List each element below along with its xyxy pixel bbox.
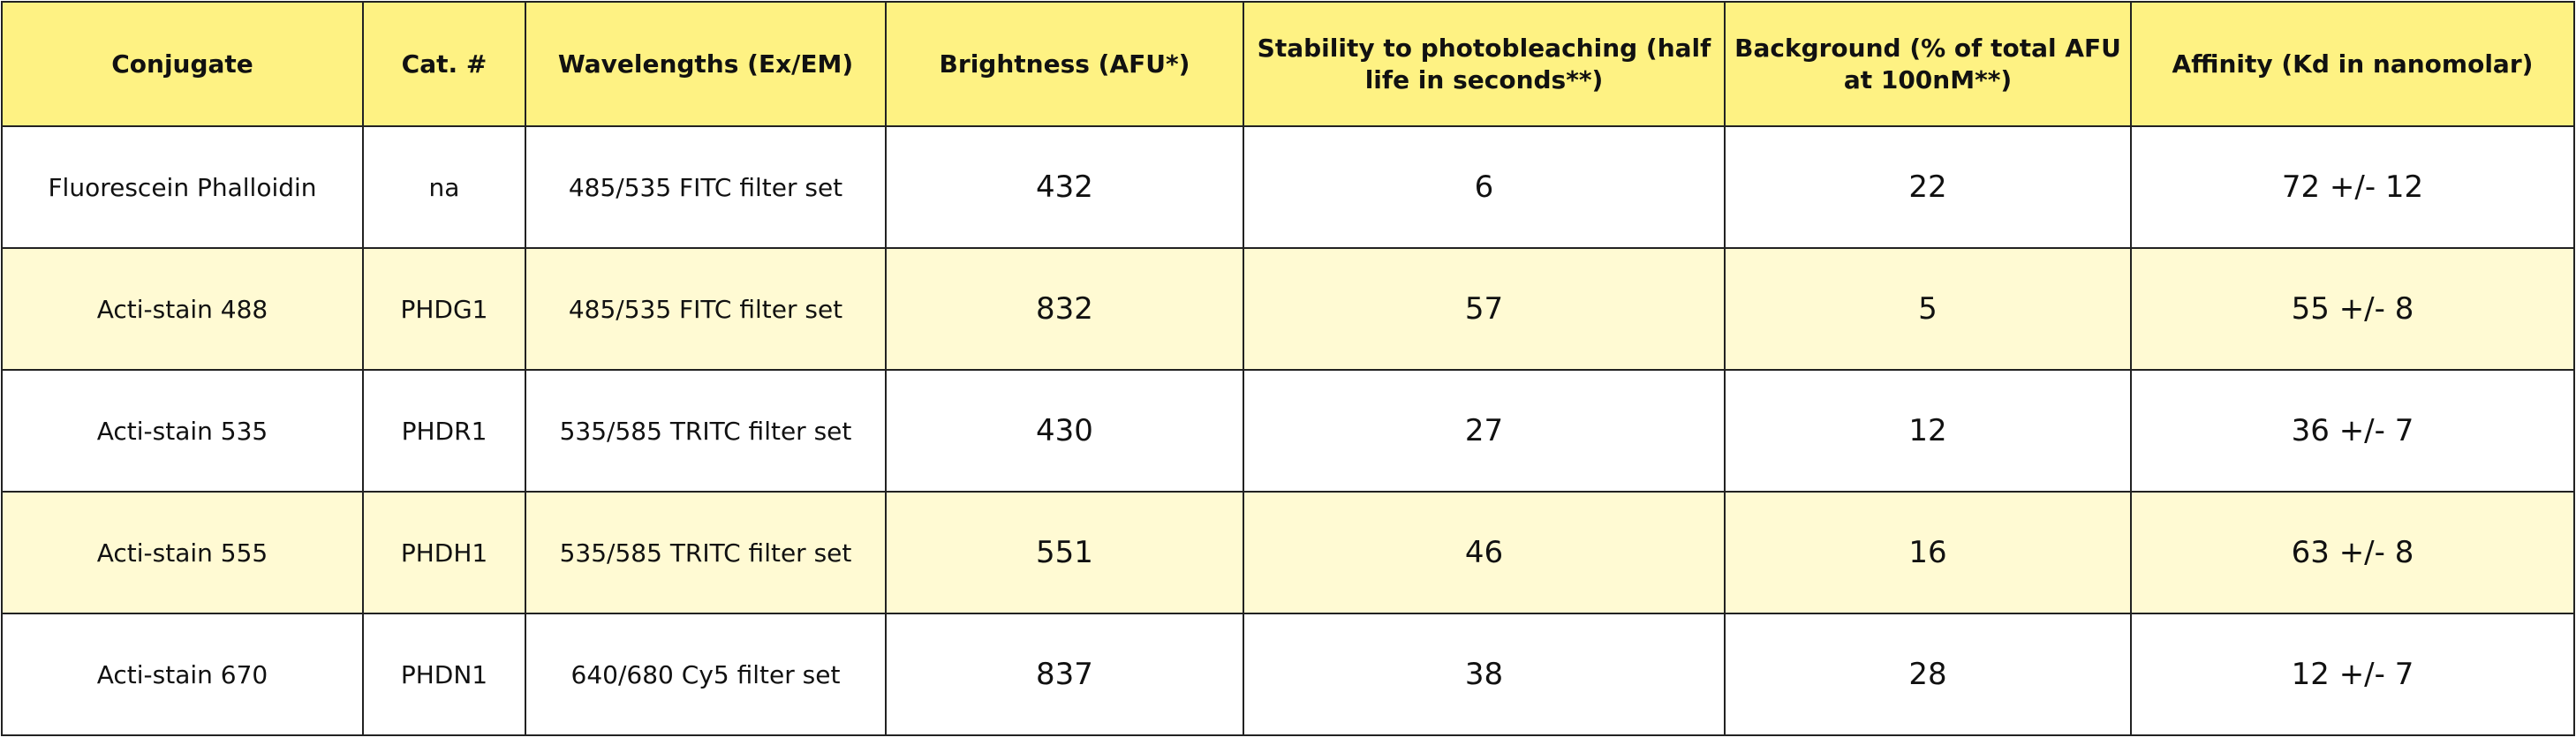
table-cell: 57 — [1243, 247, 1726, 371]
table-cell: 535/585 TRITC filter set — [525, 369, 887, 493]
table-cell: PHDH1 — [362, 491, 526, 614]
table-cell: 63 +/- 8 — [2130, 491, 2575, 614]
table-cell: 36 +/- 7 — [2130, 369, 2575, 493]
table-cell: Acti-stain 670 — [1, 613, 364, 736]
table-cell: 485/535 FITC filter set — [525, 125, 887, 249]
header-cell: Brightness (AFU*) — [885, 1, 1244, 127]
header-cell: Background (% of total AFU at 100nM**) — [1724, 1, 2132, 127]
table-cell: 432 — [885, 125, 1244, 249]
table-cell: 837 — [885, 613, 1244, 736]
header-cell: Cat. # — [362, 1, 526, 127]
table-row: Acti-stain 488 PHDG1 485/535 FITC filter s… — [1, 247, 2575, 371]
table-cell: Acti-stain 555 — [1, 491, 364, 614]
table-cell: Acti-stain 488 — [1, 247, 364, 371]
table-cell: PHDR1 — [362, 369, 526, 493]
table-cell: Fluorescein Phalloidin — [1, 125, 364, 249]
table-cell: 551 — [885, 491, 1244, 614]
table-cell: 6 — [1243, 125, 1726, 249]
table-row: Acti-stain 555 PHDH1 535/585 TRITC filter … — [1, 491, 2575, 614]
table-body: Fluorescein Phalloidin na 485/535 FITC fil… — [1, 125, 2575, 736]
table-cell: 5 — [1724, 247, 2132, 371]
table-cell: 27 — [1243, 369, 1726, 493]
table-row: Fluorescein Phalloidin na 485/535 FITC fil… — [1, 125, 2575, 249]
table-cell: 832 — [885, 247, 1244, 371]
table-row: Acti-stain 535 PHDR1 535/585 TRITC filter … — [1, 369, 2575, 493]
table-cell: 485/535 FITC filter set — [525, 247, 887, 371]
table-cell: 12 +/- 7 — [2130, 613, 2575, 736]
table-cell: 535/585 TRITC filter set — [525, 491, 887, 614]
table-cell: 16 — [1724, 491, 2132, 614]
header-cell: Affinity (Kd in nanomolar) — [2130, 1, 2575, 127]
table-row: Acti-stain 670 PHDN1 640/680 Cy5 filter se… — [1, 613, 2575, 736]
table-cell: 430 — [885, 369, 1244, 493]
table-cell: 46 — [1243, 491, 1726, 614]
table-cell: 22 — [1724, 125, 2132, 249]
table-cell: 28 — [1724, 613, 2132, 736]
header-cell: Conjugate — [1, 1, 364, 127]
header-cell: Wavelengths (Ex/EM) — [525, 1, 887, 127]
table-cell: 640/680 Cy5 filter set — [525, 613, 887, 736]
table-cell: Acti-stain 535 — [1, 369, 364, 493]
header-cell: Stability to photobleaching (half life i… — [1243, 1, 1726, 127]
table-cell: 72 +/- 12 — [2130, 125, 2575, 249]
table-cell: 38 — [1243, 613, 1726, 736]
header-row: Conjugate Cat. # Wavelengths (Ex/EM) Bright… — [1, 1, 2575, 127]
table-cell: 55 +/- 8 — [2130, 247, 2575, 371]
table-cell: PHDN1 — [362, 613, 526, 736]
table-cell: PHDG1 — [362, 247, 526, 371]
table-cell: na — [362, 125, 526, 249]
table-cell: 12 — [1724, 369, 2132, 493]
